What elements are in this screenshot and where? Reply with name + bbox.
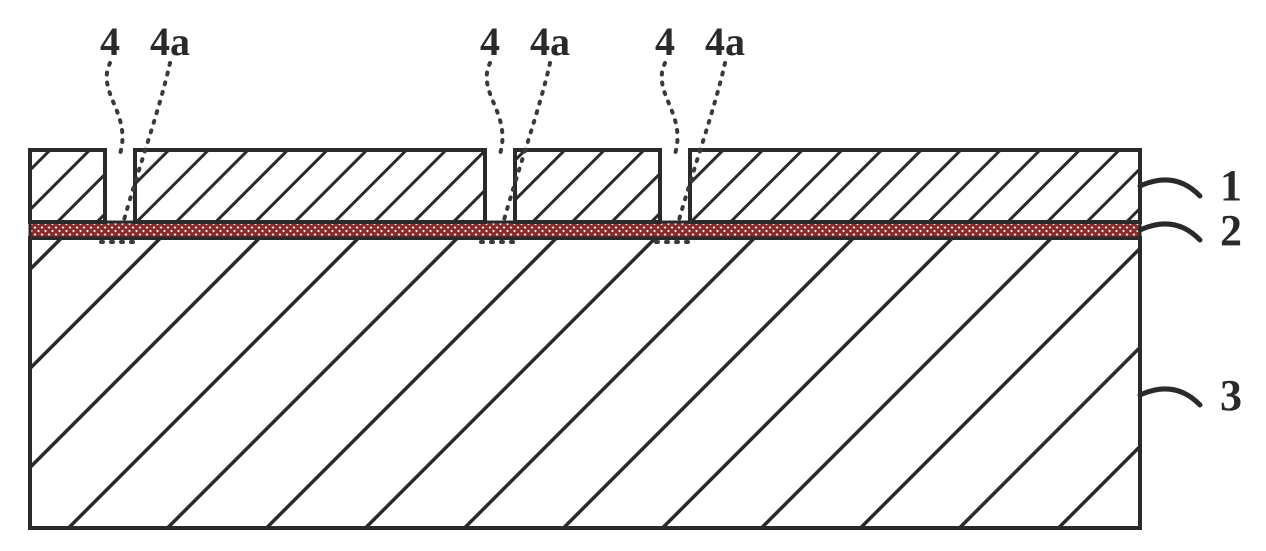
- mid-layer: [30, 222, 1140, 238]
- substrate-layer: [30, 238, 1140, 528]
- label-4a: 4a: [150, 19, 190, 64]
- label-3: 3: [1220, 371, 1242, 420]
- right-leaders: [1140, 180, 1200, 405]
- label-4: 4: [655, 19, 675, 64]
- label-4: 4: [480, 19, 500, 64]
- right-labels: 12 3: [1220, 161, 1242, 420]
- label-4a: 4a: [705, 19, 745, 64]
- top-labels: 4 4a 4 4a 4 4a: [100, 19, 745, 64]
- label-1: 1: [1220, 161, 1242, 210]
- top-layer: [30, 150, 1140, 222]
- label-4: 4: [100, 19, 120, 64]
- label-2: 2: [1220, 206, 1242, 255]
- label-4a: 4a: [530, 19, 570, 64]
